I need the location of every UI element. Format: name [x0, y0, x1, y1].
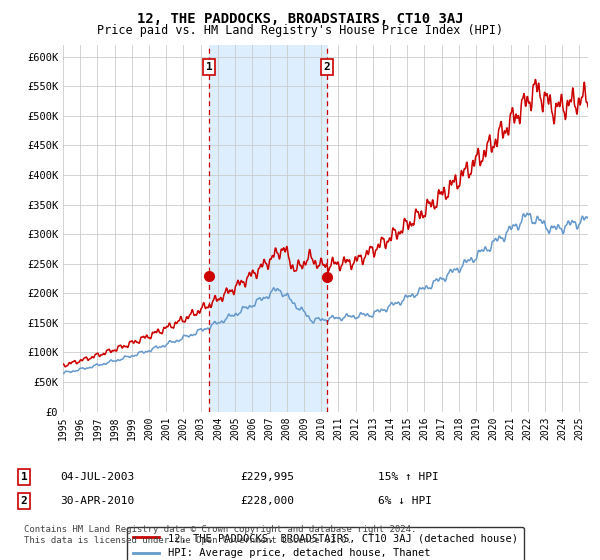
Text: £229,995: £229,995 — [240, 472, 294, 482]
Text: 1: 1 — [206, 62, 212, 72]
Legend: 12, THE PADDOCKS, BROADSTAIRS, CT10 3AJ (detached house), HPI: Average price, de: 12, THE PADDOCKS, BROADSTAIRS, CT10 3AJ … — [127, 527, 524, 560]
Text: Contains HM Land Registry data © Crown copyright and database right 2024.
This d: Contains HM Land Registry data © Crown c… — [24, 525, 416, 545]
Text: 15% ↑ HPI: 15% ↑ HPI — [378, 472, 439, 482]
Text: 04-JUL-2003: 04-JUL-2003 — [60, 472, 134, 482]
Text: 30-APR-2010: 30-APR-2010 — [60, 496, 134, 506]
Text: 1: 1 — [20, 472, 28, 482]
Text: 2: 2 — [323, 62, 330, 72]
Text: 6% ↓ HPI: 6% ↓ HPI — [378, 496, 432, 506]
Text: Price paid vs. HM Land Registry's House Price Index (HPI): Price paid vs. HM Land Registry's House … — [97, 24, 503, 36]
Text: 12, THE PADDOCKS, BROADSTAIRS, CT10 3AJ: 12, THE PADDOCKS, BROADSTAIRS, CT10 3AJ — [137, 12, 463, 26]
Text: £228,000: £228,000 — [240, 496, 294, 506]
Text: 2: 2 — [20, 496, 28, 506]
Bar — [209, 45, 327, 412]
